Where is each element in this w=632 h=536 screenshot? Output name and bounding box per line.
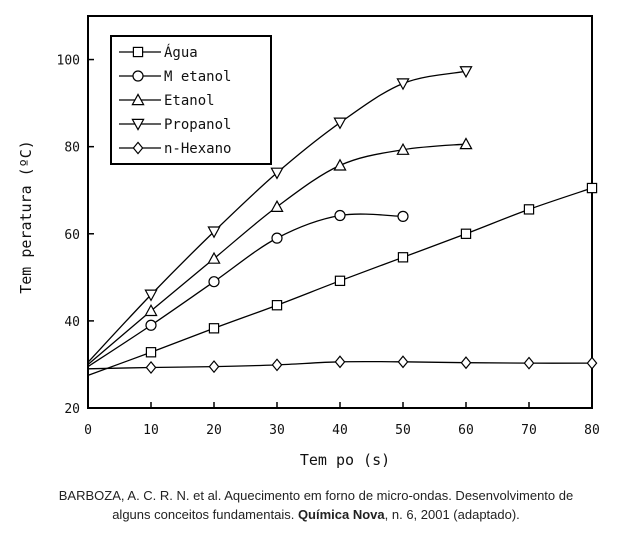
x-tick-label: 10 xyxy=(143,423,159,438)
legend-marker xyxy=(132,46,144,58)
data-point xyxy=(397,210,409,222)
data-point xyxy=(459,66,473,79)
y-tick-label: 60 xyxy=(64,228,80,243)
legend-label: Propanol xyxy=(164,117,231,133)
data-point xyxy=(334,275,346,287)
data-point xyxy=(208,276,220,288)
source-caption: BARBOZA, A. C. R. N. et al. Aquecimento … xyxy=(10,486,622,524)
series-line xyxy=(87,213,404,368)
data-point xyxy=(207,226,221,239)
data-point xyxy=(271,358,283,372)
legend-marker xyxy=(131,118,145,131)
data-point xyxy=(397,355,409,369)
legend: Água M etanol Etanol Propanol n-Hexano xyxy=(110,35,272,165)
caption-text: alguns conceitos fundamentais. xyxy=(112,507,298,522)
y-tick-label: 80 xyxy=(64,141,80,156)
x-tick-label: 20 xyxy=(206,423,222,438)
series-0 xyxy=(87,182,598,376)
data-point xyxy=(271,300,283,311)
data-point xyxy=(586,356,598,370)
legend-marker xyxy=(132,70,144,82)
data-point xyxy=(271,232,283,244)
data-point xyxy=(460,356,472,370)
data-point xyxy=(397,252,409,263)
data-point xyxy=(208,323,220,334)
caption-issue: , n. 6, 2001 (adaptado). xyxy=(384,507,520,522)
legend-label: M etanol xyxy=(164,69,231,85)
x-tick-label: 70 xyxy=(521,423,537,438)
legend-label: Água xyxy=(164,44,198,61)
data-point xyxy=(145,347,157,358)
data-point xyxy=(334,209,346,222)
data-point xyxy=(270,199,284,212)
x-tick-label: 30 xyxy=(269,423,285,438)
data-point xyxy=(208,360,220,374)
legend-label: n-Hexano xyxy=(164,141,231,157)
data-point xyxy=(586,182,598,194)
y-tick-label: 20 xyxy=(64,402,80,417)
data-point xyxy=(145,360,157,375)
legend-label: Etanol xyxy=(164,93,215,109)
x-axis-label: Tem po (s) xyxy=(300,451,390,469)
data-point xyxy=(523,356,535,370)
data-point xyxy=(460,228,472,239)
series-4 xyxy=(87,355,598,375)
y-axis-label: Tem peratura (ºC) xyxy=(17,140,35,294)
data-point xyxy=(270,167,284,180)
y-tick-label: 100 xyxy=(57,54,80,69)
caption-journal: Química Nova xyxy=(297,507,385,522)
legend-marker xyxy=(132,141,144,155)
caption-line-1: BARBOZA, A. C. R. N. et al. Aquecimento … xyxy=(58,488,574,503)
data-point xyxy=(144,289,158,302)
series-3 xyxy=(87,66,473,363)
x-tick-label: 40 xyxy=(332,423,348,438)
data-point xyxy=(333,117,347,130)
data-point xyxy=(144,304,158,317)
y-tick-label: 40 xyxy=(64,315,80,330)
x-tick-label: 50 xyxy=(395,423,411,438)
data-point xyxy=(334,355,346,369)
series-1 xyxy=(87,209,409,368)
data-point xyxy=(523,204,535,215)
data-point xyxy=(145,319,157,331)
x-tick-label: 60 xyxy=(458,423,474,438)
x-tick-label: 0 xyxy=(84,423,92,438)
temperature-line-chart: 0 10 20 30 40 50 60 70 80 20 40 60 80 100 Tem po (s) Te… xyxy=(17,15,600,469)
legend-marker xyxy=(131,93,145,106)
x-tick-label: 80 xyxy=(584,423,600,438)
data-point xyxy=(396,78,410,91)
caption-line-2: alguns conceitos fundamentais. Química N… xyxy=(10,505,622,524)
data-point xyxy=(459,137,473,150)
data-point xyxy=(207,251,221,264)
data-point xyxy=(333,158,347,171)
series-2 xyxy=(87,137,473,365)
data-point xyxy=(396,142,410,155)
